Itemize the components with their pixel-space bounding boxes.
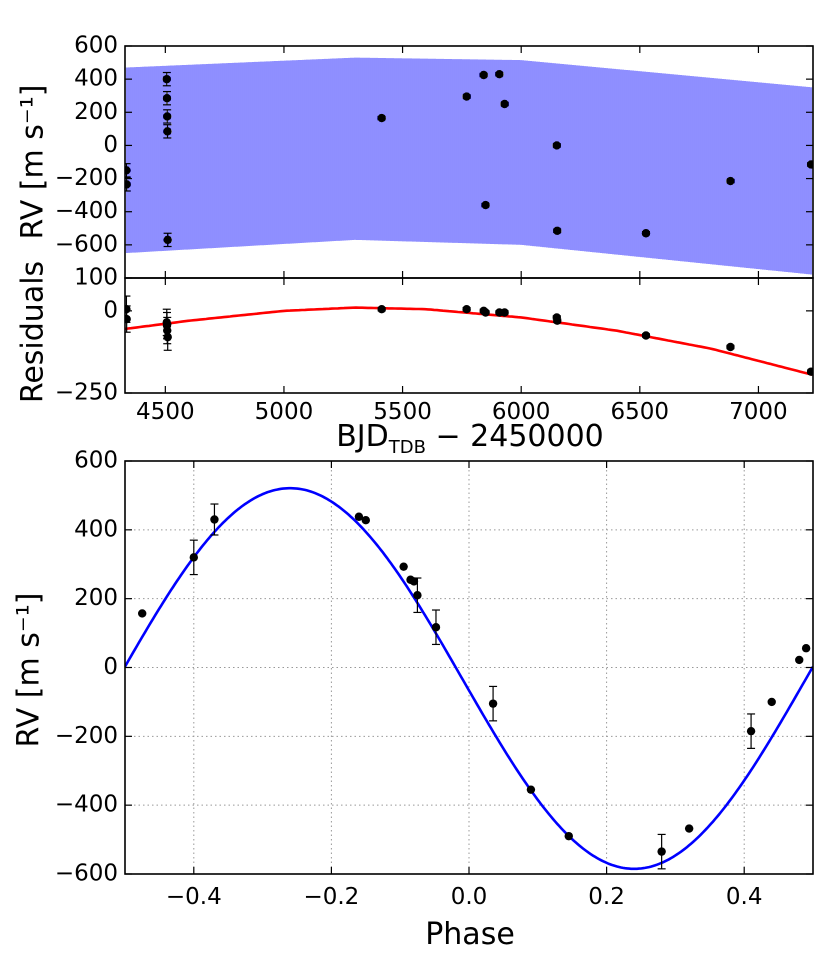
- phase-ytick-label: 0: [103, 654, 118, 680]
- phase-xtick-label: −0.4: [166, 884, 222, 910]
- residuals-data-point: [377, 305, 386, 314]
- phase-ytick-label: −400: [55, 792, 118, 818]
- rv-time-ytick-label: −600: [55, 231, 118, 257]
- rv-time-ytick-label: 200: [74, 99, 118, 125]
- rv-time-ylabel-text: RV [m s⁻¹]: [16, 85, 51, 240]
- residuals-ytick-label: 0: [103, 297, 118, 323]
- phase-ytick-label: 200: [74, 585, 118, 611]
- rv-time-data-point: [500, 99, 509, 109]
- rv-model-band: [125, 57, 813, 275]
- rv-time-ytick-label: 400: [74, 66, 118, 92]
- residuals-xtick-label: 6500: [611, 399, 670, 425]
- phase-data-point: [767, 697, 776, 707]
- residuals-data-point: [125, 314, 131, 324]
- rv-time-panel: 600 400 200 0 −200 −400 −600: [55, 33, 814, 279]
- phase-data-point: [399, 562, 408, 571]
- phase-ytick-label: 600: [74, 448, 118, 474]
- residuals-ytick-label: 100: [74, 265, 118, 291]
- phase-data-point: [138, 609, 147, 618]
- rv-time-data-point: [162, 94, 172, 103]
- rv-time-data-point: [377, 113, 386, 123]
- rv-time-data-point: [479, 70, 488, 80]
- phase-ylabel: RV [m s⁻¹]: [12, 593, 47, 748]
- residuals-xtick-label: 5500: [373, 399, 432, 425]
- rv-time-data-point: [163, 112, 172, 121]
- phase-data-point: [801, 644, 811, 653]
- rv-time-data-point: [641, 229, 651, 238]
- residuals-xtick-label: 4500: [136, 399, 195, 425]
- residuals-plot-area: [125, 295, 813, 376]
- residuals-data-point: [163, 332, 172, 342]
- rv-time-data-point: [806, 160, 813, 169]
- rv-time-data-point: [125, 180, 131, 189]
- phase-data-point: [526, 785, 536, 794]
- rv-time-data-point: [125, 166, 131, 175]
- residuals-xlabel: BJDTDB − 2450000: [336, 419, 604, 458]
- phase-ytick-label: 400: [74, 516, 118, 542]
- phase-data-point: [564, 831, 573, 841]
- rv-time-ytick-label: −200: [55, 165, 118, 191]
- phase-xtick-label: 0.0: [451, 884, 488, 910]
- phase-data-point: [409, 577, 419, 586]
- phase-data-point: [657, 847, 666, 856]
- residuals-data-point: [553, 316, 562, 325]
- rv-time-data-point: [462, 92, 471, 101]
- phase-ytick-label: −200: [55, 723, 118, 749]
- rv-time-data-point: [553, 226, 562, 235]
- rv-time-data-point: [481, 200, 490, 210]
- phase-data-point: [354, 512, 364, 521]
- rv-time-data-point: [162, 74, 171, 84]
- phase-data-point: [795, 655, 804, 665]
- phase-panel: 600 400 200 0 −200 −400 −600 −0.4 −0.2 0.0 0.2 0.4: [55, 448, 814, 910]
- residuals-xtick-label: 7000: [729, 399, 788, 425]
- phase-ylabel-text: RV [m s⁻¹]: [12, 593, 47, 748]
- phase-plot-area: [125, 461, 813, 874]
- phase-data-point: [210, 515, 219, 524]
- rv-time-ytick-label: −400: [55, 198, 118, 224]
- residuals-data-point: [641, 331, 651, 340]
- rv-model-curve: [125, 486, 813, 871]
- residuals-xtick-label: 5000: [255, 399, 314, 425]
- xlabel-subscript: TDB: [388, 437, 426, 458]
- rv-time-data-point: [495, 69, 504, 79]
- phase-xtick-label: −0.2: [303, 884, 359, 910]
- phase-xtick-label: 0.2: [588, 884, 625, 910]
- residuals-data-point: [462, 305, 471, 314]
- phase-ytick-label: −600: [55, 861, 118, 887]
- rv-time-plot-area: [125, 57, 813, 275]
- phase-xlabel: Phase: [425, 917, 515, 952]
- rv-time-ytick-label: 0: [103, 132, 118, 158]
- rv-time-data-point: [726, 176, 735, 186]
- phase-data-point: [488, 699, 498, 708]
- residuals-frame: [124, 277, 814, 394]
- phase-data-point: [189, 553, 198, 562]
- phase-data-point: [684, 824, 694, 833]
- phase-data-point: [413, 591, 422, 600]
- xlabel-rest: − 2450000: [426, 419, 604, 454]
- phase-data-point: [431, 623, 441, 632]
- xlabel-main: BJD: [336, 419, 389, 454]
- rv-time-ytick-label: 600: [74, 33, 118, 59]
- rv-time-data-point: [552, 141, 561, 150]
- residuals-ylabel-text: Residuals: [16, 261, 51, 403]
- residuals-data-point: [806, 367, 813, 376]
- residuals-data-point: [726, 342, 735, 352]
- phase-data-point: [746, 726, 756, 736]
- residuals-data-point: [500, 308, 509, 317]
- residuals-xtick-label: 6000: [492, 399, 551, 425]
- rv-time-ylabel: RV [m s⁻¹]: [16, 85, 51, 240]
- rv-time-data-point: [163, 235, 172, 245]
- residuals-ylabel: Residuals: [16, 261, 51, 403]
- residuals-data-point: [481, 308, 490, 317]
- phase-data-point: [361, 515, 370, 525]
- residuals-ytick-label: −250: [55, 380, 118, 406]
- phase-xtick-label: 0.4: [726, 884, 763, 910]
- rv-time-data-point: [163, 127, 172, 136]
- residual-trend-line: [125, 306, 813, 376]
- residuals-panel: 100 0 −250 4500 5000 5500 6000 6500 7000: [55, 265, 814, 425]
